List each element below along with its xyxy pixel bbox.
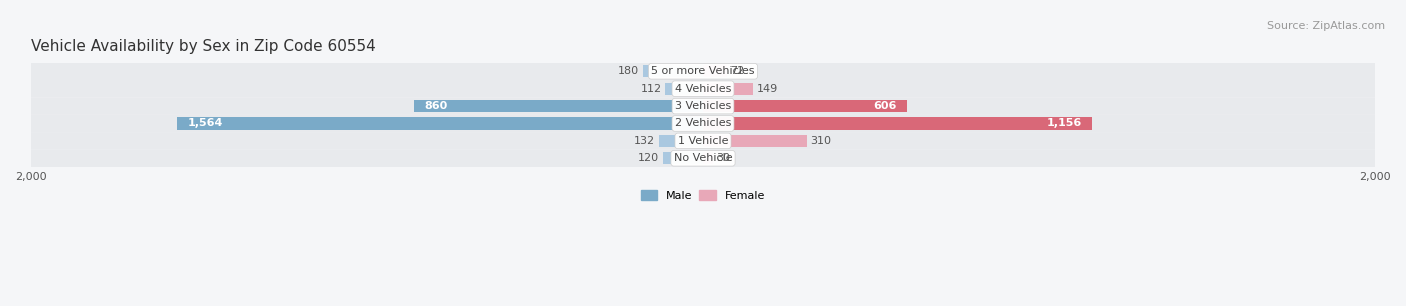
Bar xyxy=(658,135,703,147)
Text: 2 Vehicles: 2 Vehicles xyxy=(675,118,731,129)
Text: 4 Vehicles: 4 Vehicles xyxy=(675,84,731,94)
Text: No Vehicle: No Vehicle xyxy=(673,153,733,163)
FancyBboxPatch shape xyxy=(31,97,1375,115)
Bar xyxy=(413,100,703,112)
Bar xyxy=(177,118,703,129)
FancyBboxPatch shape xyxy=(31,63,1375,80)
Text: 1 Vehicle: 1 Vehicle xyxy=(678,136,728,146)
Text: 606: 606 xyxy=(873,101,897,111)
Text: 310: 310 xyxy=(810,136,831,146)
Text: Source: ZipAtlas.com: Source: ZipAtlas.com xyxy=(1267,21,1385,32)
Text: 132: 132 xyxy=(634,136,655,146)
Bar xyxy=(703,152,713,164)
Bar xyxy=(665,83,703,95)
Bar xyxy=(703,100,907,112)
Text: 120: 120 xyxy=(638,153,659,163)
Text: 112: 112 xyxy=(641,84,662,94)
Bar xyxy=(662,152,703,164)
FancyBboxPatch shape xyxy=(31,132,1375,150)
FancyBboxPatch shape xyxy=(31,150,1375,167)
Text: 860: 860 xyxy=(425,101,447,111)
Text: 149: 149 xyxy=(756,84,778,94)
Bar xyxy=(643,65,703,77)
Bar xyxy=(703,65,727,77)
Text: 72: 72 xyxy=(731,66,745,76)
Bar xyxy=(703,83,754,95)
Legend: Male, Female: Male, Female xyxy=(637,186,769,205)
Text: 1,156: 1,156 xyxy=(1046,118,1081,129)
Text: 1,564: 1,564 xyxy=(187,118,222,129)
Text: 3 Vehicles: 3 Vehicles xyxy=(675,101,731,111)
Bar xyxy=(703,118,1091,129)
Text: 180: 180 xyxy=(619,66,640,76)
Text: 5 or more Vehicles: 5 or more Vehicles xyxy=(651,66,755,76)
FancyBboxPatch shape xyxy=(31,80,1375,97)
Text: 30: 30 xyxy=(717,153,731,163)
Text: Vehicle Availability by Sex in Zip Code 60554: Vehicle Availability by Sex in Zip Code … xyxy=(31,39,375,54)
FancyBboxPatch shape xyxy=(31,115,1375,132)
Bar xyxy=(703,135,807,147)
